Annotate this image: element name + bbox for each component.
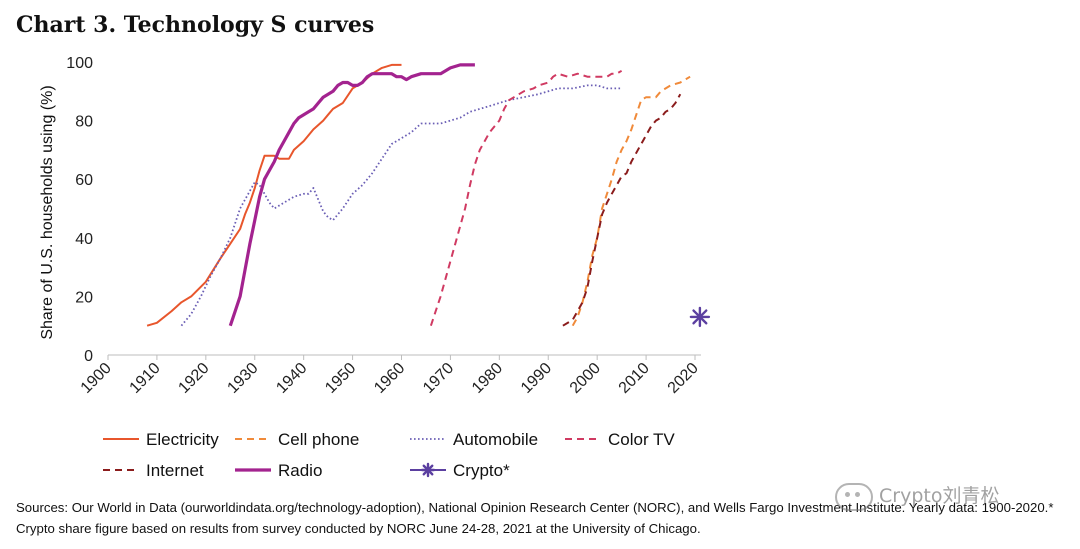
x-tick-label: 1950 — [322, 360, 359, 397]
series-line-radio — [228, 63, 475, 327]
x-tick-label: 1920 — [175, 360, 212, 397]
x-tick-label: 2010 — [616, 360, 653, 397]
y-tick-label: 100 — [66, 55, 93, 72]
marker-crypto — [689, 306, 711, 328]
legend-label-color-tv: Color TV — [608, 430, 675, 449]
x-tick-label: 1990 — [518, 360, 555, 397]
y-axis-label: Share of U.S. households using (%) — [39, 85, 56, 339]
watermark: Crypto刘青松 — [835, 481, 999, 511]
legend-label-cell-phone: Cell phone — [278, 430, 359, 449]
legend-label-automobile: Automobile — [453, 430, 538, 449]
series-lines — [146, 63, 711, 328]
legend-label-internet: Internet — [146, 461, 204, 480]
x-tick-label: 1970 — [420, 360, 457, 397]
x-tick-label: 2000 — [567, 360, 604, 397]
y-tick-label: 0 — [84, 348, 93, 365]
y-tick-label: 40 — [75, 231, 93, 248]
series-line-cell-phone — [571, 75, 691, 327]
series-line-automobile — [180, 84, 622, 327]
y-tick-label: 20 — [75, 289, 93, 306]
wechat-icon — [835, 482, 873, 511]
x-tick-label: 1980 — [469, 360, 506, 397]
legend-marker-crypto — [420, 462, 436, 478]
chart-title: Chart 3. Technology S curves — [16, 12, 375, 38]
x-tick-label: 1960 — [371, 360, 408, 397]
legend-label-electricity: Electricity — [146, 430, 219, 449]
series-line-internet — [562, 93, 682, 327]
series-line-color-tv — [429, 69, 623, 327]
x-tick-label: 1910 — [127, 360, 164, 397]
x-tick-label: 1900 — [78, 360, 115, 397]
x-tick-label: 2020 — [665, 360, 702, 397]
x-tick-label: 1930 — [224, 360, 261, 397]
sources-line-1: Sources: Our World in Data (ourworldinda… — [16, 500, 1054, 515]
axes: 1900 1910 1920 1930 1940 1950 1960 1970 1980 1990… — [39, 55, 702, 397]
y-tick-label: 60 — [75, 172, 93, 189]
legend: Electricity Cell phone Automobile Color TV I… — [103, 430, 675, 480]
asterisk-stroke — [692, 309, 708, 325]
x-tick-label: 1940 — [273, 360, 310, 397]
series-line-electricity — [146, 63, 402, 327]
watermark-text: Crypto刘青松 — [879, 485, 1000, 507]
asterisk-stroke — [422, 464, 434, 476]
sources-line-2: Crypto share figure based on results fro… — [16, 521, 701, 536]
legend-label-radio: Radio — [278, 461, 322, 480]
legend-label-crypto: Crypto* — [453, 461, 510, 480]
sources-note: Sources: Our World in Data (ourworldinda… — [16, 497, 1076, 539]
y-tick-label: 80 — [75, 114, 93, 131]
